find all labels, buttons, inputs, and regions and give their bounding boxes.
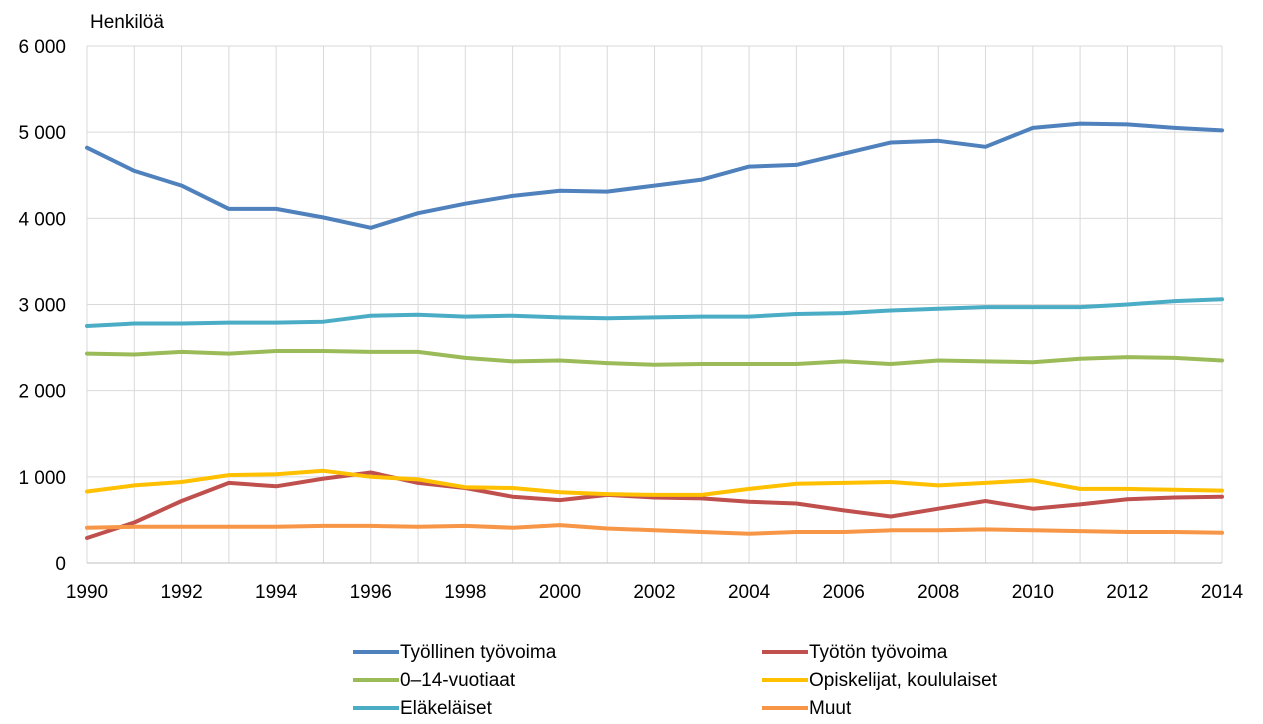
y-tick-label: 2 000 [18, 382, 66, 403]
y-tick-label: 0 [55, 554, 66, 575]
x-tick-label: 2004 [728, 582, 771, 603]
x-tick-label: 2008 [917, 582, 959, 603]
x-tick-label: 1994 [255, 582, 298, 603]
x-tick-label: 2012 [1106, 582, 1148, 603]
legend-label: Opiskelijat, koululaiset [809, 670, 998, 691]
series-lines [85, 121, 1224, 540]
series-line-1 [85, 121, 1224, 230]
series-line-2 [85, 470, 1224, 540]
x-tick-labels: 1990 1992 1994 1996 1998 2000 2002 2004 2006 2008… [66, 582, 1244, 603]
series-line-5 [85, 297, 1224, 328]
x-tick-label: 2014 [1201, 582, 1244, 603]
x-tick-label: 2010 [1012, 582, 1054, 603]
series-line-6 [85, 523, 1224, 536]
x-tick-label: 2006 [823, 582, 865, 603]
legend-label: Työllinen työvoima [400, 642, 557, 663]
x-tick-label: 1996 [350, 582, 392, 603]
x-tick-label: 2000 [539, 582, 581, 603]
legend-label: Työtön työvoima [809, 642, 948, 663]
legend: Työllinen työvoima Työtön työvoima 0–14-vu… [353, 642, 998, 719]
x-tick-label: 2002 [633, 582, 675, 603]
y-tick-label: 4 000 [18, 209, 66, 230]
y-tick-label: 5 000 [18, 123, 66, 144]
y-tick-label: 1 000 [18, 468, 66, 489]
x-tick-label: 1998 [444, 582, 486, 603]
y-axis-label: Henkilöä [90, 12, 164, 33]
y-tick-labels: 0 1 000 2 000 3 000 4 000 5 000 6 000 [18, 37, 66, 575]
series-line-4 [85, 468, 1224, 497]
series-line-3 [85, 349, 1224, 367]
legend-label: 0–14-vuotiaat [400, 670, 516, 691]
x-tick-label: 1992 [160, 582, 202, 603]
y-tick-label: 3 000 [18, 296, 66, 317]
legend-label: Eläkeläiset [400, 698, 493, 719]
legend-label: Muut [809, 698, 852, 719]
y-tick-label: 6 000 [18, 37, 66, 58]
x-tick-label: 1990 [66, 582, 108, 603]
